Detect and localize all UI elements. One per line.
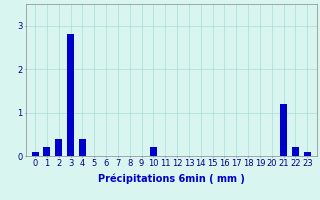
Bar <box>31 152 39 156</box>
Bar <box>67 34 74 156</box>
Bar <box>43 147 51 156</box>
X-axis label: Précipitations 6min ( mm ): Précipitations 6min ( mm ) <box>98 173 244 184</box>
Bar <box>79 139 86 156</box>
Bar <box>292 147 299 156</box>
Bar <box>55 139 62 156</box>
Bar <box>150 147 157 156</box>
Bar <box>304 152 311 156</box>
Bar <box>280 104 287 156</box>
